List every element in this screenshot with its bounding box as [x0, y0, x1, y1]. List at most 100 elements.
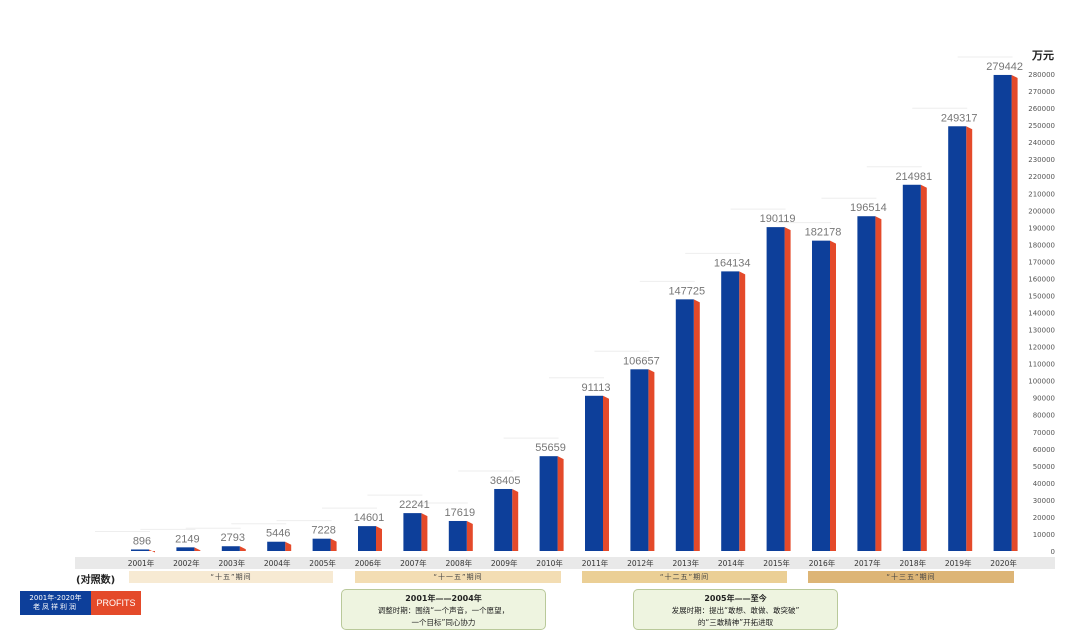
legend-profits: PROFITS — [91, 591, 141, 615]
x-tick-label: 2019年 — [945, 558, 972, 568]
value-label: 164134 — [714, 257, 751, 269]
x-tick-label: 2012年 — [627, 558, 654, 568]
y-tick-label: 210000 — [1028, 190, 1055, 198]
bar-side — [966, 126, 973, 551]
value-label: 249317 — [941, 112, 978, 124]
bar-side — [693, 299, 700, 551]
compare-label: (对照数) — [76, 575, 116, 586]
value-label: 214981 — [895, 171, 932, 183]
y-tick-label: 160000 — [1028, 275, 1055, 283]
bar-side — [512, 488, 519, 551]
x-tick-label: 2013年 — [673, 558, 700, 568]
x-tick-label: 2010年 — [536, 558, 563, 568]
period-shierwu: “十二五”期间 — [582, 571, 787, 583]
y-tick-label: 240000 — [1028, 139, 1055, 147]
y-tick-label: 40000 — [1033, 480, 1055, 488]
y-tick-label: 120000 — [1028, 344, 1055, 352]
value-label: 279442 — [986, 61, 1023, 73]
bar — [993, 74, 1012, 551]
y-tick-label: 260000 — [1028, 105, 1055, 113]
y-tick-label: 180000 — [1028, 241, 1055, 249]
bar — [448, 520, 467, 551]
bar — [312, 538, 331, 551]
bar — [675, 299, 694, 551]
value-label: 55659 — [535, 442, 566, 454]
legend-title: 2001年-2020年 老凤祥利润 — [20, 591, 91, 615]
x-tick-label: 2001年 — [128, 558, 155, 568]
value-label: 896 — [133, 535, 151, 547]
x-tick-label: 2005年 — [309, 558, 336, 568]
x-tick-label: 2008年 — [446, 558, 473, 568]
x-axis-band — [75, 557, 1055, 569]
bars — [131, 74, 1018, 553]
bar-side — [239, 546, 246, 551]
x-tick-label: 2009年 — [491, 558, 518, 568]
bar — [766, 227, 785, 551]
bar — [630, 369, 649, 551]
note-adjustment-period: 2001年——2004年 调整时期：围绕“一个声音，一个愿望， 一个目标”同心协… — [341, 589, 546, 630]
y-tick-label: 280000 — [1028, 71, 1055, 79]
bar — [948, 126, 967, 551]
period-shiwu: “十五”期间 — [129, 571, 333, 583]
y-tick-label: 130000 — [1028, 327, 1055, 335]
value-label: 5446 — [266, 528, 290, 540]
bar-side — [603, 395, 609, 551]
y-tick-label: 110000 — [1028, 361, 1055, 369]
y-tick-label: 60000 — [1033, 446, 1055, 454]
note-line: 的“三敢精神”开拓进取 — [697, 618, 774, 627]
note-line: 一个目标”同心协力 — [411, 618, 476, 627]
value-label: 22241 — [399, 499, 430, 511]
bar — [721, 271, 740, 551]
value-label: 36405 — [490, 475, 521, 487]
bar-side — [557, 456, 564, 551]
y-tick-label: 80000 — [1033, 412, 1055, 420]
bar — [131, 549, 149, 551]
y-tick-label: 270000 — [1028, 88, 1055, 96]
y-tick-label: 170000 — [1028, 258, 1055, 266]
y-tick-label: 10000 — [1033, 531, 1055, 539]
y-tick-label: 20000 — [1033, 514, 1055, 522]
bar-side — [421, 513, 428, 551]
bar-side — [285, 541, 292, 551]
x-tick-label: 2017年 — [854, 558, 881, 568]
y-tick-label: 50000 — [1033, 463, 1055, 471]
bar-side — [875, 216, 882, 551]
y-tick-label: 100000 — [1028, 378, 1055, 386]
y-tick-label: 90000 — [1033, 395, 1055, 403]
x-tick-label: 2014年 — [718, 558, 745, 568]
bar — [494, 488, 513, 551]
bar-side — [149, 549, 155, 553]
bar-side — [739, 271, 746, 551]
y-tick-label: 250000 — [1028, 122, 1055, 130]
y-tick-label: 230000 — [1028, 156, 1055, 164]
legend-badge: 2001年-2020年 老凤祥利润 PROFITS — [20, 591, 141, 615]
y-axis-ticks: 0 10000 20000 30000 40000 50000 60000 70000 8000… — [1028, 71, 1055, 556]
value-label: 106657 — [623, 355, 660, 367]
value-label: 14601 — [354, 512, 385, 524]
bar-side — [784, 227, 791, 551]
x-tick-label: 2002年 — [173, 558, 200, 568]
y-tick-label: 220000 — [1028, 173, 1055, 181]
value-label: 196514 — [850, 202, 887, 214]
bar-side — [376, 526, 382, 551]
y-tick-label: 190000 — [1028, 224, 1055, 232]
legend-line1: 2001年-2020年 — [29, 594, 82, 602]
bar-side — [830, 240, 836, 551]
y-tick-label: 30000 — [1033, 497, 1055, 505]
value-label: 190119 — [760, 213, 796, 225]
value-label: 17619 — [445, 507, 476, 519]
legend-line2: 老凤祥利润 — [33, 603, 78, 611]
note-title: 2005年——至今 — [704, 594, 767, 603]
y-axis-unit: 万元 — [1032, 49, 1054, 62]
y-tick-label: 0 — [1051, 548, 1055, 556]
bar — [857, 216, 876, 551]
value-label: 2793 — [221, 532, 245, 544]
y-tick-label: 140000 — [1028, 310, 1055, 318]
value-label: 182178 — [805, 227, 842, 239]
bar — [539, 456, 558, 551]
x-tick-label: 2006年 — [355, 558, 382, 568]
y-tick-label: 200000 — [1028, 207, 1055, 215]
value-label: 2149 — [175, 533, 199, 545]
bar-side — [1011, 74, 1018, 551]
